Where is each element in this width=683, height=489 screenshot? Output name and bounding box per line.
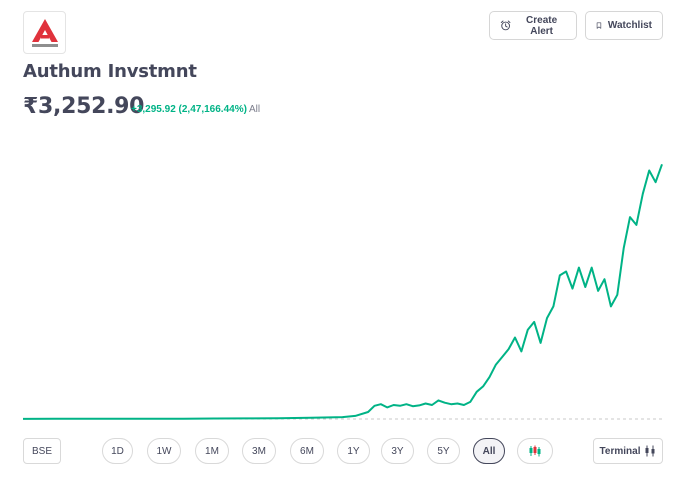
- price-line-series: [22, 163, 663, 420]
- terminal-label: Terminal: [599, 445, 641, 457]
- terminal-button[interactable]: Terminal: [593, 438, 663, 464]
- create-alert-label: Create Alert: [526, 14, 558, 37]
- authum-logo-icon: [31, 18, 58, 47]
- create-alert-button[interactable]: Create Alert: [489, 11, 577, 40]
- stock-name: Authum Invstmnt: [23, 61, 197, 82]
- range-button-1m[interactable]: 1M: [195, 438, 229, 464]
- alarm-clock-icon: [500, 20, 511, 31]
- range-button-5y[interactable]: 5Y: [427, 438, 460, 464]
- price-change: +3,295.92 (2,47,166.44%) All: [131, 104, 260, 115]
- terminal-candles-icon: [645, 445, 655, 457]
- bookmark-icon: [596, 22, 602, 29]
- candlestick-icon: [529, 445, 541, 457]
- watchlist-label: Watchlist: [607, 20, 652, 31]
- price-change-period: All: [248, 104, 261, 115]
- exchange-label: BSE: [31, 445, 52, 457]
- company-logo: [23, 11, 66, 54]
- exchange-selector[interactable]: BSE: [23, 438, 61, 464]
- price-chart[interactable]: [0, 130, 683, 430]
- range-button-1y[interactable]: 1Y: [337, 438, 370, 464]
- range-button-3m[interactable]: 3M: [242, 438, 276, 464]
- range-button-6m[interactable]: 6M: [290, 438, 324, 464]
- range-button-1w[interactable]: 1W: [147, 438, 181, 464]
- watchlist-button[interactable]: Watchlist: [585, 11, 663, 40]
- stock-price: ₹3,252.90: [23, 94, 145, 119]
- candlestick-toggle-button[interactable]: [517, 438, 553, 464]
- range-button-all[interactable]: All: [473, 438, 505, 464]
- range-button-3y[interactable]: 3Y: [381, 438, 414, 464]
- price-change-value: +3,295.92 (2,47,166.44%): [131, 104, 247, 115]
- range-button-1d[interactable]: 1D: [102, 438, 133, 464]
